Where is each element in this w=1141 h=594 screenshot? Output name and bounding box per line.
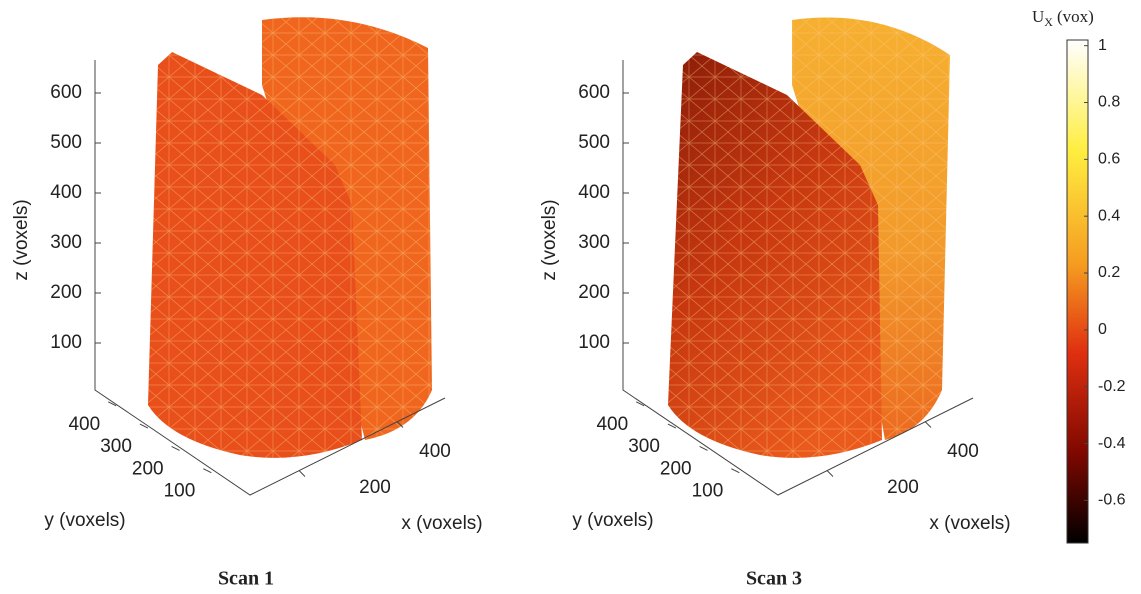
y-tick-label: 300 (100, 436, 132, 457)
tick-mark (924, 421, 932, 428)
tick-mark (826, 470, 834, 477)
tick-mark (667, 423, 677, 429)
tick-mark (298, 470, 306, 477)
z-tick-label: 100 (578, 332, 610, 353)
x-axis-label: x (voxels) (401, 513, 482, 534)
colorbar-tick-label: 0 (1098, 321, 1107, 338)
axis-line (94, 60, 446, 496)
caption: Scan 1 (218, 568, 274, 590)
z-tick-label: 300 (578, 232, 610, 253)
colorbar-tick-label: -0.4 (1098, 435, 1126, 452)
colorbar-tick-label: 0.6 (1098, 151, 1120, 168)
z-tick-label: 600 (578, 82, 610, 103)
y-tick-label: 400 (596, 414, 628, 435)
x-tick-label: 200 (887, 477, 919, 498)
tick-mark (203, 468, 212, 474)
tick-mark (699, 445, 708, 451)
colorbar (1066, 39, 1089, 544)
x-axis-label: x (voxels) (929, 513, 1010, 534)
mesh-solid (668, 17, 950, 458)
y-tick-label: 200 (132, 458, 164, 479)
y-tick-label: 400 (68, 414, 100, 435)
colorbar-tick-label: -0.6 (1098, 492, 1126, 509)
x-tick-label: 400 (419, 441, 451, 462)
mesh-solid (148, 17, 432, 458)
y-tick-label: 100 (164, 481, 196, 502)
y-tick-label: 200 (660, 458, 692, 479)
z-tick-label: 200 (578, 282, 610, 303)
colorbar-tick-label: 0.8 (1098, 94, 1120, 111)
y-tick-label: 100 (692, 481, 724, 502)
z-tick-label: 200 (50, 282, 82, 303)
caption: Scan 3 (746, 568, 802, 590)
x-tick-label: 200 (359, 477, 391, 498)
colorbar-tick-label: 1 (1098, 37, 1107, 54)
tick-mark (396, 421, 404, 428)
colorbar-title: UX (vox) (1032, 7, 1094, 29)
z-axis-label: z (voxels) (11, 199, 32, 280)
z-tick-label: 400 (50, 182, 82, 203)
z-tick-label: 100 (50, 332, 82, 353)
colorbar-tick-label: 0.2 (1098, 264, 1120, 281)
x-tick-label: 400 (947, 441, 979, 462)
tick-mark (635, 401, 645, 407)
colorbar-tick-label: 0.4 (1098, 207, 1120, 224)
y-axis-label: y (voxels) (44, 510, 125, 531)
tick-mark (731, 468, 740, 474)
tick-mark (139, 423, 149, 429)
z-tick-label: 400 (578, 182, 610, 203)
z-tick-label: 600 (50, 82, 82, 103)
y-axis-label: y (voxels) (572, 510, 653, 531)
axis-line (622, 60, 974, 496)
z-tick-label: 300 (50, 232, 82, 253)
tick-mark (171, 445, 180, 451)
z-tick-label: 500 (50, 132, 82, 153)
z-axis-label: z (voxels) (539, 199, 560, 280)
colorbar-tick-label: -0.2 (1098, 378, 1126, 395)
tick-mark (107, 401, 117, 407)
z-tick-label: 500 (578, 132, 610, 153)
y-tick-label: 300 (628, 436, 660, 457)
